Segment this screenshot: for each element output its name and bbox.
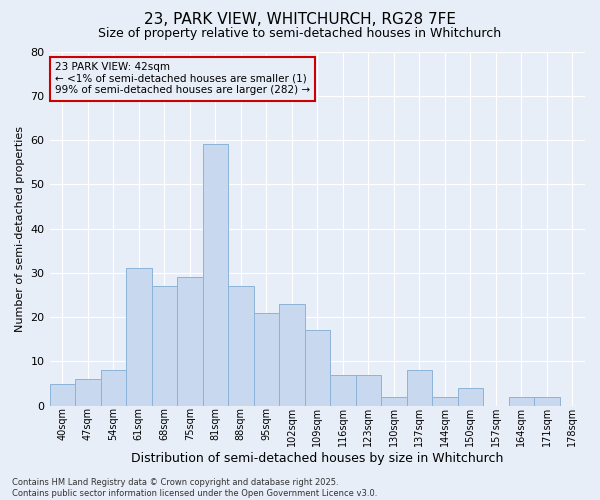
Text: Size of property relative to semi-detached houses in Whitchurch: Size of property relative to semi-detach…: [98, 28, 502, 40]
Bar: [177, 278, 203, 406]
Bar: [381, 397, 407, 406]
Text: Contains HM Land Registry data © Crown copyright and database right 2025.
Contai: Contains HM Land Registry data © Crown c…: [12, 478, 377, 498]
Bar: [458, 388, 483, 406]
Bar: [228, 286, 254, 406]
Bar: [305, 330, 330, 406]
Bar: [101, 370, 126, 406]
Bar: [203, 144, 228, 406]
Bar: [254, 312, 279, 406]
Bar: [432, 397, 458, 406]
Y-axis label: Number of semi-detached properties: Number of semi-detached properties: [15, 126, 25, 332]
Bar: [126, 268, 152, 406]
Bar: [75, 379, 101, 406]
Bar: [330, 374, 356, 406]
Bar: [279, 304, 305, 406]
Text: 23 PARK VIEW: 42sqm
← <1% of semi-detached houses are smaller (1)
99% of semi-de: 23 PARK VIEW: 42sqm ← <1% of semi-detach…: [55, 62, 310, 96]
Bar: [407, 370, 432, 406]
X-axis label: Distribution of semi-detached houses by size in Whitchurch: Distribution of semi-detached houses by …: [131, 452, 503, 465]
Text: 23, PARK VIEW, WHITCHURCH, RG28 7FE: 23, PARK VIEW, WHITCHURCH, RG28 7FE: [144, 12, 456, 28]
Bar: [356, 374, 381, 406]
Bar: [50, 384, 75, 406]
Bar: [152, 286, 177, 406]
Bar: [509, 397, 534, 406]
Bar: [534, 397, 560, 406]
